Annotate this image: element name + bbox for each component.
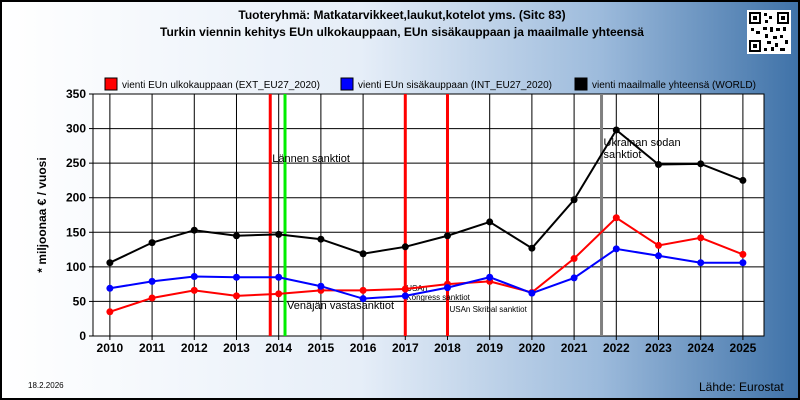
x-tick-label: 2023 (645, 341, 672, 355)
legend-swatch (104, 77, 118, 91)
data-point (739, 259, 747, 267)
data-point (148, 277, 156, 285)
y-tick-label: 150 (66, 225, 86, 239)
y-tick-label: 50 (73, 294, 87, 308)
x-tick-label: 2016 (350, 341, 377, 355)
series-line (109, 247, 743, 300)
x-tick-label: 2011 (139, 341, 165, 355)
data-point (654, 161, 662, 169)
series-line (109, 216, 744, 313)
x-tick-label: 2012 (181, 341, 208, 355)
x-tick-label: 2020 (519, 341, 546, 355)
data-point (612, 214, 620, 222)
x-tick-label: 2013 (223, 341, 250, 355)
x-tick-label: 2022 (603, 341, 630, 355)
data-point (654, 252, 662, 260)
y-tick-label: 0 (79, 329, 86, 343)
x-tick-label: 2025 (730, 341, 757, 355)
qr-code-icon (747, 10, 791, 54)
event-label: Venäjän vastasanktiot (287, 300, 394, 312)
legend-swatch (340, 77, 354, 91)
event-label: Ukrainan sodan sanktiot (604, 137, 681, 161)
x-tick-label: 2019 (476, 341, 503, 355)
data-point (106, 308, 114, 316)
data-point (570, 196, 578, 204)
x-tick-label: 2010 (97, 341, 124, 355)
data-point (275, 273, 283, 281)
data-point (232, 273, 240, 281)
source-label: Lähde: Eurostat (699, 380, 784, 394)
data-point (697, 160, 705, 168)
x-tick-label: 2018 (434, 341, 461, 355)
data-point (106, 259, 114, 267)
y-tick-label: 350 (66, 87, 86, 101)
plot-area (92, 93, 765, 337)
data-point (528, 244, 536, 252)
data-point (359, 295, 367, 303)
x-tick-label: 2014 (265, 341, 292, 355)
data-point (401, 292, 409, 300)
data-point (739, 250, 747, 258)
data-point (106, 284, 114, 292)
chart-title: Tuoteryhmä: Matkatarvikkeet,laukut,kotel… (238, 8, 566, 22)
data-point (697, 259, 705, 267)
data-point (401, 285, 409, 293)
data-point (190, 286, 198, 294)
x-tick-label: 2015 (308, 341, 335, 355)
data-point (612, 245, 620, 253)
data-point (443, 232, 451, 240)
data-point (570, 255, 578, 263)
data-point (654, 241, 662, 249)
data-point (528, 289, 536, 297)
data-point (486, 218, 494, 226)
data-point (401, 243, 409, 251)
series-line (109, 128, 744, 264)
chart-subtitle: Turkin viennin kehitys EUn ulkokauppaan,… (160, 25, 644, 39)
x-tick-label: 2021 (561, 341, 588, 355)
y-tick-label: 100 (66, 260, 86, 274)
data-point (359, 286, 367, 294)
data-point (697, 234, 705, 242)
y-tick-label: 300 (66, 122, 86, 136)
data-point (739, 176, 747, 184)
date-stamp: 18.2.2026 (28, 381, 64, 390)
event-label: Lännen sanktiot (272, 153, 350, 165)
legend-label: vienti EUn sisäkauppaan (INT_EU27_2020) (358, 80, 552, 91)
x-tick-label: 2017 (392, 341, 419, 355)
data-point (275, 230, 283, 238)
data-point (190, 226, 198, 234)
legend-swatch (574, 77, 588, 91)
legend-label: vienti maailmalle yhteensä (WORLD) (592, 80, 756, 91)
y-tick-label: 200 (66, 191, 86, 205)
data-point (443, 284, 451, 292)
legend-label: vienti EUn ulkokauppaan (EXT_EU27_2020) (122, 80, 320, 91)
data-point (275, 290, 283, 298)
data-point (232, 232, 240, 240)
data-point (317, 235, 325, 243)
data-point (317, 282, 325, 290)
x-tick-label: 2024 (687, 341, 714, 355)
data-point (148, 239, 156, 247)
data-point (148, 294, 156, 302)
data-point (570, 274, 578, 282)
data-point (232, 292, 240, 300)
data-point (612, 126, 620, 134)
data-point (359, 250, 367, 258)
data-point (190, 273, 198, 281)
event-label: USAn Skribal sanktiot (449, 305, 527, 314)
data-point (486, 273, 494, 281)
y-tick-label: 250 (66, 156, 86, 170)
